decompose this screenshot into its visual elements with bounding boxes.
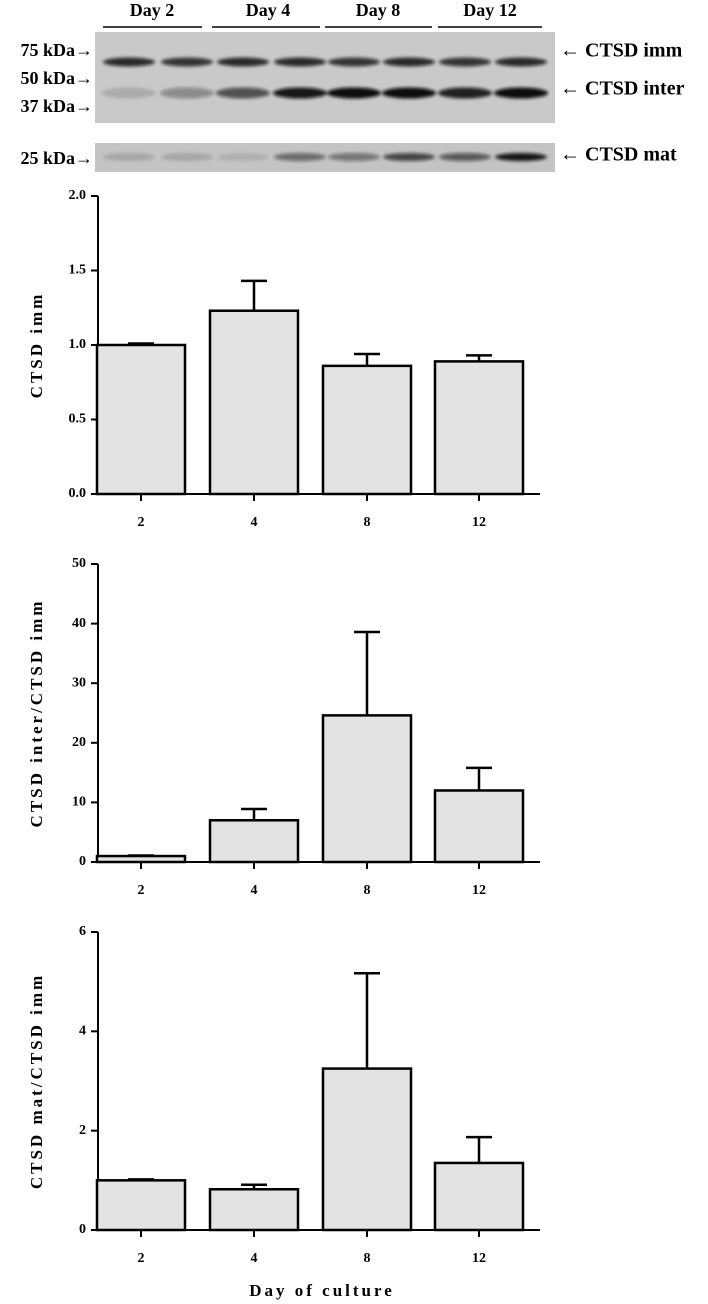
bar — [208, 309, 300, 496]
blot-band — [495, 57, 547, 67]
x-tick-label: 2 — [138, 1251, 145, 1266]
x-tick-label: 2 — [138, 883, 145, 898]
y-tick-label: 2 — [79, 1123, 86, 1138]
blot-band — [217, 153, 269, 161]
y-tick-label: 4 — [79, 1024, 86, 1039]
day-label: Day 8 — [356, 0, 401, 20]
blot-band — [383, 57, 435, 67]
y-tick-label: 30 — [72, 675, 86, 690]
day-label: Day 2 — [130, 0, 175, 20]
bar — [321, 714, 413, 864]
marker-label: 25 kDa→ — [20, 148, 93, 168]
x-tick-label: 8 — [364, 883, 371, 898]
blot-band — [439, 153, 491, 161]
blot-band — [439, 57, 491, 67]
x-tick-label: 8 — [364, 515, 371, 530]
blot-band — [274, 153, 326, 161]
blot-band — [494, 87, 548, 99]
blot-band — [328, 57, 380, 67]
y-tick-label: 0.0 — [69, 486, 87, 501]
band-label: ← CTSD inter — [560, 78, 685, 100]
marker-label: 37 kDa→ — [20, 96, 93, 116]
y-tick-label: 0 — [79, 1222, 86, 1237]
blot-band — [273, 87, 327, 99]
day-label: Day 4 — [246, 0, 291, 20]
band-label: ← CTSD mat — [560, 144, 677, 166]
x-tick-label: 8 — [364, 1251, 371, 1266]
blot-band — [160, 87, 214, 99]
blot-band — [327, 87, 381, 99]
y-tick-label: 0 — [79, 854, 86, 869]
blot-band — [382, 87, 436, 99]
y-tick-label: 20 — [72, 735, 86, 750]
y-tick-label: 2.0 — [69, 188, 87, 203]
y-tick-label: 40 — [72, 616, 86, 631]
blot-band — [161, 57, 213, 67]
x-tick-label: 4 — [251, 515, 258, 530]
marker-label: 50 kDa→ — [20, 68, 93, 88]
x-tick-label: 12 — [472, 1251, 486, 1266]
blot-band — [495, 153, 547, 161]
band-label: ← CTSD imm — [560, 40, 683, 62]
marker-label: 75 kDa→ — [20, 40, 93, 60]
bar — [208, 1188, 300, 1232]
blot-band — [216, 87, 270, 99]
blot-band — [103, 153, 155, 161]
blot-band — [328, 153, 380, 161]
day-label: Day 12 — [463, 0, 517, 20]
bar — [208, 819, 300, 864]
y-tick-label: 6 — [79, 924, 86, 939]
y-tick-label: 1.5 — [69, 263, 87, 278]
blot-band — [102, 87, 156, 99]
blot-band — [217, 57, 269, 67]
y-tick-label: 0.5 — [69, 412, 87, 427]
blot-band — [383, 153, 435, 161]
y-axis-label: CTSD imm — [27, 292, 46, 399]
blot-bands — [102, 57, 548, 161]
bar — [433, 360, 525, 496]
y-axis-label: CTSD mat/CTSD imm — [27, 973, 46, 1189]
bar — [95, 854, 187, 864]
y-tick-label: 1.0 — [69, 337, 87, 352]
x-tick-label: 12 — [472, 515, 486, 530]
blot-panel — [95, 32, 555, 123]
blot-band — [438, 87, 492, 99]
bar — [321, 1067, 413, 1232]
x-tick-label: 12 — [472, 883, 486, 898]
y-axis-label: CTSD inter/CTSD imm — [27, 599, 46, 828]
x-tick-label: 4 — [251, 1251, 258, 1266]
bar — [95, 1179, 187, 1232]
bar — [95, 343, 187, 496]
blot-band — [103, 57, 155, 67]
bar — [433, 1161, 525, 1232]
bar — [321, 364, 413, 496]
bar — [433, 789, 525, 864]
blot-band — [274, 57, 326, 67]
x-axis-label: Day of culture — [249, 1281, 395, 1300]
x-tick-label: 2 — [138, 515, 145, 530]
y-tick-label: 10 — [72, 795, 86, 810]
x-tick-label: 4 — [251, 883, 258, 898]
blot-band — [161, 153, 213, 161]
y-tick-label: 50 — [72, 556, 86, 571]
